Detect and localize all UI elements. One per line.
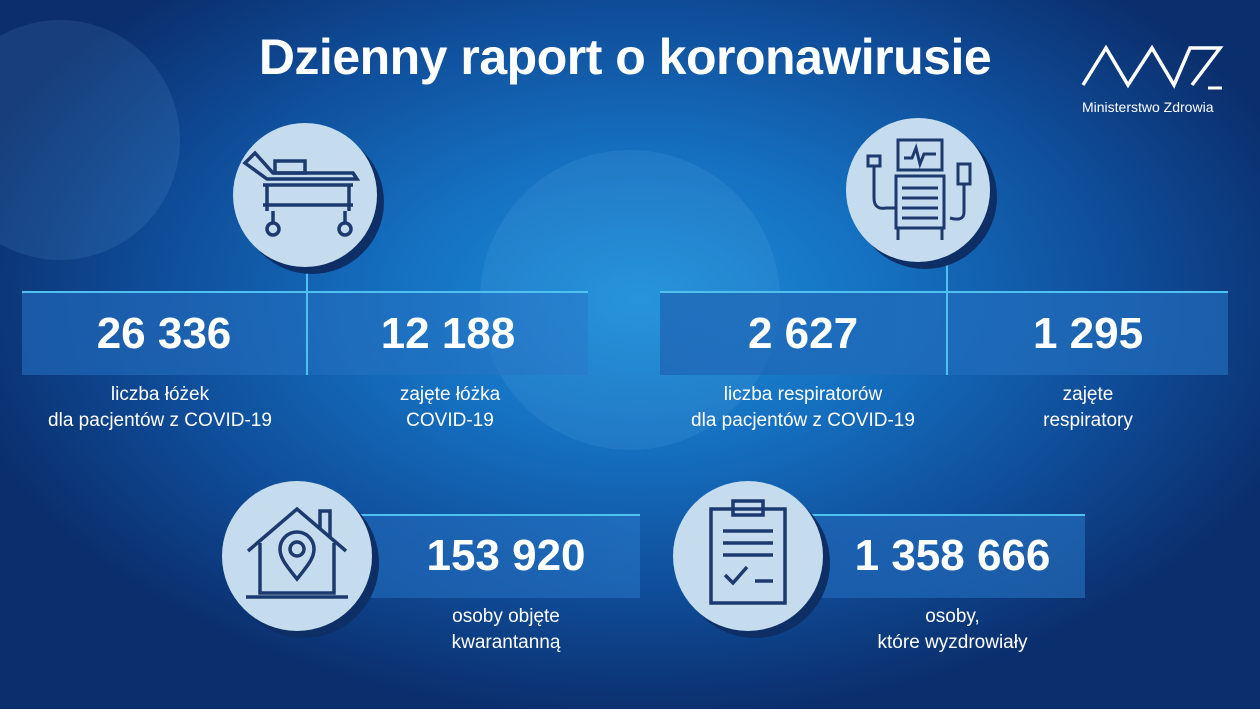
quarantine-value: 153 920 — [426, 531, 586, 580]
hospital-bed-icon — [242, 150, 361, 237]
beds-icon-circle — [233, 123, 377, 267]
ventilators-total-label: liczba respiratorów dla pacjentów z COVID… — [691, 384, 915, 431]
ventilators-occupied-label: zajęte respiratory — [1043, 384, 1133, 431]
beds-occupied-value: 12 188 — [380, 309, 516, 358]
home-location-icon — [246, 506, 348, 599]
beds-total-value: 26 336 — [96, 309, 232, 358]
quarantine-label: osoby objęte kwarantanną — [451, 606, 561, 653]
ventilator-icon — [866, 138, 972, 240]
recovered-stats-bar — [800, 514, 1085, 598]
ventilators-stats-bar — [660, 291, 1228, 375]
ministry-logo: Ministerstwo Zdrowia — [1080, 40, 1230, 115]
divider — [306, 291, 308, 375]
beds-occupied-label: zajęte łóżka COVID-19 — [399, 384, 501, 431]
quarantine-stats-bar — [350, 514, 640, 598]
ventilators-total-value: 2 627 — [747, 309, 859, 358]
recovered-value: 1 358 666 — [854, 531, 1051, 580]
divider — [946, 291, 948, 375]
quarantine-icon-circle — [222, 481, 372, 631]
ventilators-icon-circle — [846, 118, 990, 262]
recovered-icon-circle — [673, 481, 823, 631]
page-title: Dzienny raport o koronawirusie — [258, 29, 992, 85]
clipboard-check-icon — [709, 499, 787, 605]
logo-text: Ministerstwo Zdrowia — [1082, 99, 1214, 115]
beds-stats-bar — [22, 291, 588, 375]
ventilators-occupied-value: 1 295 — [1032, 309, 1144, 358]
logo-mark-icon — [1081, 44, 1224, 90]
recovered-label: osoby, które wyzdrowiały — [877, 606, 1028, 653]
beds-total-label: liczba łóżek dla pacjentów z COVID-19 — [48, 384, 272, 431]
